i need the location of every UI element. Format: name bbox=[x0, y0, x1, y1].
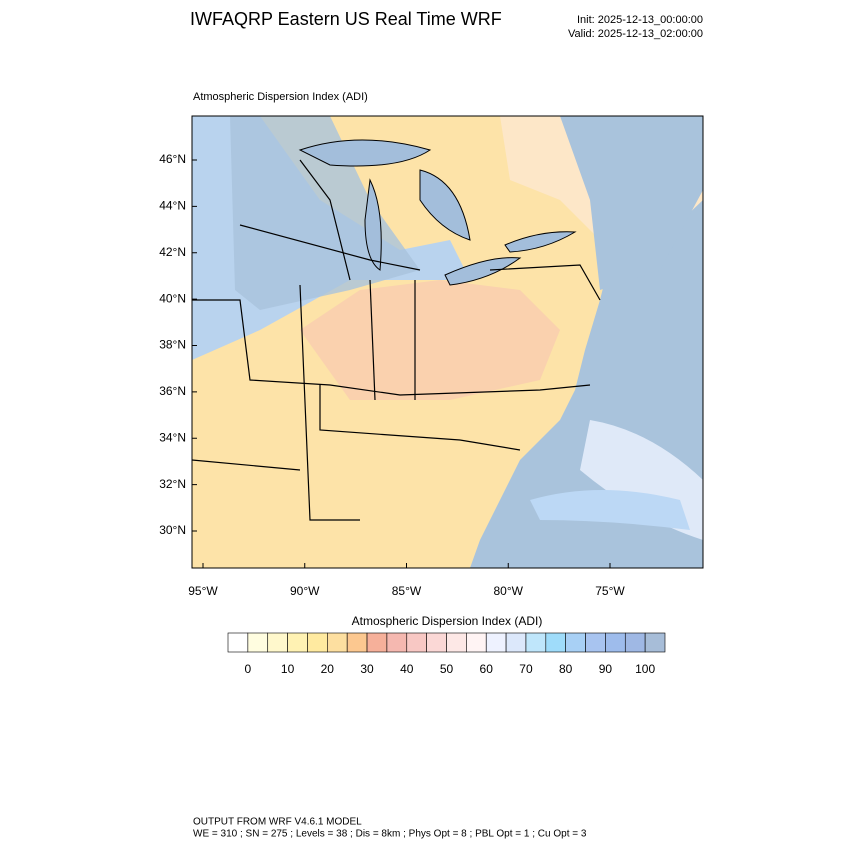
footer-line: WE = 310 ; SN = 275 ; Levels = 38 ; Dis … bbox=[193, 829, 587, 840]
map-subtitle: Atmospheric Dispersion Index (ADI) bbox=[193, 91, 368, 103]
lon-label: 90°W bbox=[290, 584, 320, 598]
lat-label: 32°N bbox=[159, 477, 186, 491]
colorbar-box bbox=[565, 632, 586, 653]
colorbar-box bbox=[307, 632, 328, 653]
valid-time: Valid: 2025-12-13_02:00:00 bbox=[568, 28, 703, 40]
colorbar-box bbox=[366, 632, 388, 653]
lat-label: 46°N bbox=[159, 152, 186, 166]
colorbar-box bbox=[346, 632, 368, 653]
colorbar-tick-label: 0 bbox=[245, 662, 252, 676]
colorbar-tick-label: 30 bbox=[360, 662, 374, 676]
colorbar-tick-label: 60 bbox=[480, 662, 494, 676]
map-frame bbox=[191, 115, 704, 569]
colorbar-box bbox=[327, 632, 348, 653]
colorbar-box bbox=[624, 632, 646, 653]
colorbar-box bbox=[406, 632, 427, 653]
colorbar-box bbox=[446, 632, 467, 653]
lon-label: 80°W bbox=[494, 584, 524, 598]
colorbar-box bbox=[247, 632, 269, 653]
colorbar-box bbox=[227, 632, 249, 653]
lon-label: 85°W bbox=[392, 584, 422, 598]
colorbar-tick-label: 20 bbox=[321, 662, 335, 676]
colorbar-tick-label: 40 bbox=[400, 662, 414, 676]
colorbar-tick-label: 80 bbox=[559, 662, 573, 676]
lat-label: 30°N bbox=[159, 523, 186, 537]
lat-label: 38°N bbox=[159, 338, 186, 352]
colorbar-box bbox=[386, 632, 408, 653]
colorbar-box bbox=[426, 632, 447, 653]
colorbar-box bbox=[485, 632, 507, 653]
init-time: Init: 2025-12-13_00:00:00 bbox=[577, 14, 703, 26]
title: IWFAQRP Eastern US Real Time WRF bbox=[190, 9, 502, 29]
colorbar-tick-label: 10 bbox=[281, 662, 295, 676]
colorbar-box bbox=[545, 632, 566, 653]
lat-label: 36°N bbox=[159, 384, 186, 398]
colorbar-tick-label: 50 bbox=[440, 662, 454, 676]
lat-label: 34°N bbox=[159, 430, 186, 444]
lat-label: 40°N bbox=[159, 291, 186, 305]
colorbar-box bbox=[644, 632, 666, 653]
lat-label: 44°N bbox=[159, 199, 186, 213]
colorbar-tick-label: 100 bbox=[635, 662, 655, 676]
colorbar-box bbox=[585, 632, 606, 653]
colorbar-box bbox=[525, 632, 547, 653]
map bbox=[192, 116, 703, 568]
footer-line: OUTPUT FROM WRF V4.6.1 MODEL bbox=[193, 817, 362, 828]
colorbar-box bbox=[466, 632, 487, 653]
colorbar-title: Atmospheric Dispersion Index (ADI) bbox=[352, 614, 543, 628]
lon-label: 95°W bbox=[188, 584, 218, 598]
colorbar-box bbox=[605, 632, 626, 653]
colorbar-box bbox=[267, 632, 288, 653]
colorbar-box bbox=[505, 632, 527, 653]
colorbar-box bbox=[287, 632, 308, 653]
lon-label: 75°W bbox=[595, 584, 625, 598]
colorbar-tick-label: 70 bbox=[519, 662, 533, 676]
lat-label: 42°N bbox=[159, 245, 186, 259]
colorbar-tick-label: 90 bbox=[599, 662, 613, 676]
